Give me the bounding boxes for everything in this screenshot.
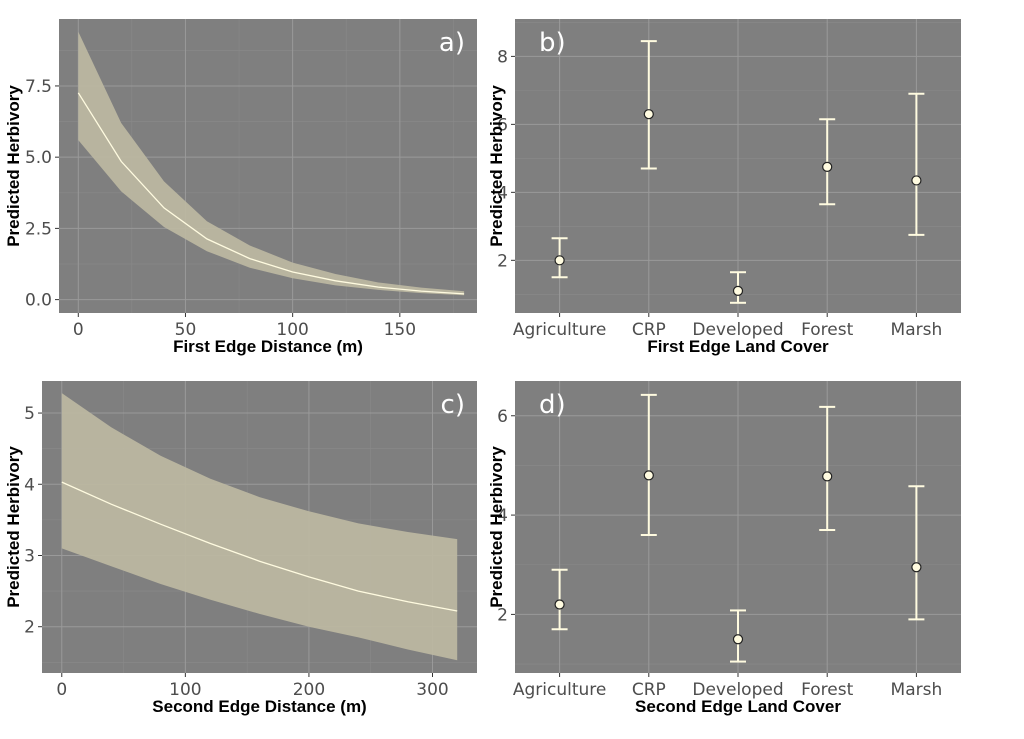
data-point bbox=[911, 175, 922, 186]
panel-c: 2 3 4 5 0 100 200 300 c) Second Edge Distance (m)… bbox=[4, 381, 477, 716]
y-tick-label: 4 bbox=[24, 475, 35, 495]
x-tick-label: 50 bbox=[175, 320, 197, 340]
y-tick-label: 4 bbox=[497, 183, 508, 203]
panel-label: b) bbox=[539, 28, 566, 58]
y-tick-label: 8 bbox=[497, 47, 508, 67]
x-tick-label: Developed bbox=[692, 320, 783, 340]
y-tick-label: 5 bbox=[24, 404, 35, 424]
x-tick-label: 200 bbox=[293, 680, 325, 700]
data-point bbox=[732, 285, 744, 297]
y-tick-label: 3 bbox=[24, 546, 35, 566]
panel-b: 2 4 6 8 Agriculture CRP Developed Forest Marsh b)… bbox=[487, 19, 961, 356]
data-point bbox=[643, 470, 654, 481]
series-line bbox=[77, 92, 465, 295]
panel-a: 0.0 2.5 5.0 7.5 0 50 100 150 a) First Edge Distan… bbox=[4, 19, 477, 356]
x-axis-title: Second Edge Distance (m) bbox=[152, 697, 366, 716]
series-line bbox=[61, 481, 458, 612]
data-point bbox=[554, 255, 565, 266]
x-tick-label: Forest bbox=[801, 320, 854, 340]
x-tick-label: Developed bbox=[692, 680, 783, 700]
x-axis-title: Second Edge Land Cover bbox=[635, 697, 841, 716]
confidence-ribbon bbox=[78, 31, 465, 296]
x-tick-label: 0 bbox=[73, 320, 84, 340]
data-point bbox=[911, 562, 922, 573]
y-axis-title: Predicted Herbivory bbox=[4, 446, 23, 608]
y-tick-label: 5.0 bbox=[25, 148, 52, 168]
y-tick-label: 6 bbox=[497, 115, 508, 135]
data-point bbox=[822, 161, 833, 172]
data-point bbox=[732, 634, 744, 645]
y-tick-label: 6 bbox=[497, 407, 508, 427]
confidence-ribbon bbox=[61, 393, 458, 661]
y-axis-title: Predicted Herbivory bbox=[487, 85, 506, 247]
y-tick-label: 2 bbox=[497, 605, 508, 625]
x-tick-label: 100 bbox=[169, 680, 201, 700]
x-tick-label: Marsh bbox=[891, 320, 943, 340]
data-point bbox=[822, 471, 833, 482]
x-tick-label: 0 bbox=[56, 680, 67, 700]
y-tick-label: 2 bbox=[497, 251, 508, 271]
panel-label: d) bbox=[539, 390, 566, 420]
x-axis-title: First Edge Land Cover bbox=[647, 337, 829, 356]
x-tick-label: CRP bbox=[632, 320, 666, 340]
y-axis-title: Predicted Herbivory bbox=[487, 446, 506, 608]
x-tick-label: Agriculture bbox=[513, 680, 607, 700]
panel-label: a) bbox=[439, 28, 465, 58]
y-axis-title: Predicted Herbivory bbox=[4, 85, 23, 247]
x-tick-label: Forest bbox=[801, 680, 854, 700]
x-tick-label: Agriculture bbox=[513, 320, 607, 340]
y-tick-label: 4 bbox=[497, 506, 508, 526]
panel-d: 2 4 6 Agriculture CRP Developed Forest Marsh d) S… bbox=[487, 381, 961, 716]
x-tick-label: 150 bbox=[384, 320, 416, 340]
y-tick-label: 2 bbox=[24, 618, 35, 638]
x-tick-label: 300 bbox=[416, 680, 448, 700]
x-tick-label: 100 bbox=[276, 320, 308, 340]
y-tick-label: 0.0 bbox=[25, 291, 52, 311]
data-point bbox=[643, 109, 654, 120]
x-tick-label: CRP bbox=[632, 680, 666, 700]
x-axis-title: First Edge Distance (m) bbox=[173, 337, 363, 356]
y-tick-label: 2.5 bbox=[25, 219, 52, 239]
panel-label: c) bbox=[441, 390, 465, 420]
y-tick-label: 7.5 bbox=[25, 77, 52, 97]
data-point bbox=[554, 599, 565, 610]
x-tick-label: Marsh bbox=[891, 680, 943, 700]
